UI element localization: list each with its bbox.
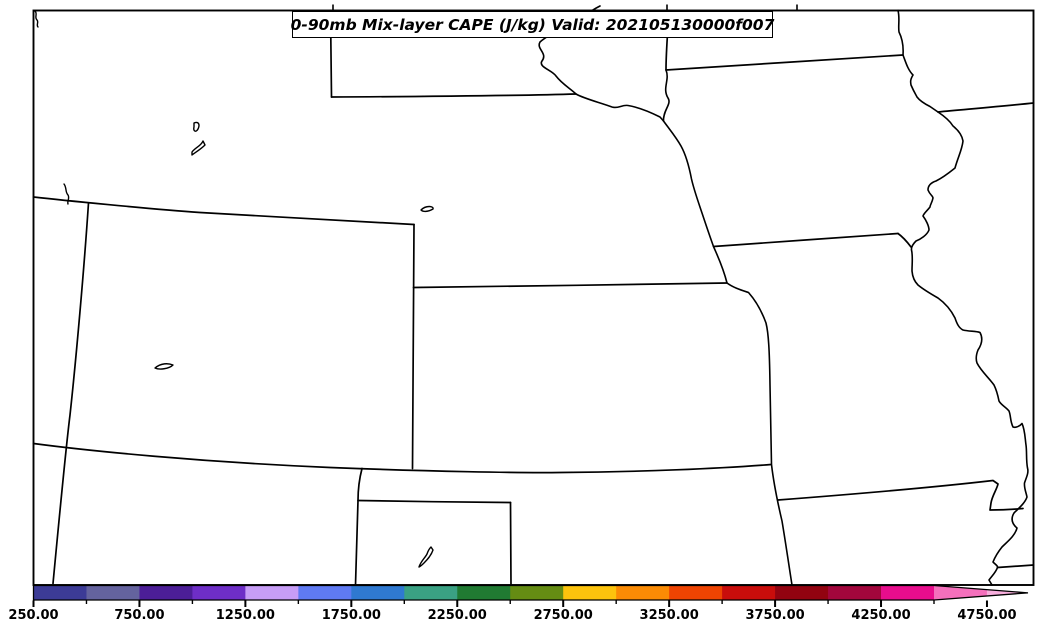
colorbar-segment [192,585,246,600]
state-border-wy-east [411,223,415,470]
lake-squiggle [418,546,434,568]
small-lakes [34,10,434,568]
colorbar-tick-label: 1750.00 [322,608,381,623]
colorbar-outline [32,584,1029,601]
panhandle-border-east [509,501,512,586]
state-boundaries [32,9,1035,586]
lake-squiggle [420,205,434,213]
colorbar-ticks: 250.00 750.00 1250.00 1750.00 2250.00 2750.00… [8,600,1017,623]
lake-squiggle [63,183,70,205]
colorbar-tick-label: 750.00 [114,608,164,623]
state-border-ks-ne [32,442,772,474]
colorbar-segment [139,585,193,600]
colorbar-tick-label: 3750.00 [745,608,804,623]
state-border-mn-ia [665,54,904,71]
colorbar-segment [775,585,829,600]
colorbar-tick-label: 4750.00 [957,608,1016,623]
state-border-nd-sd [330,93,577,98]
colorbar-tick-label: 3250.00 [640,608,699,623]
colorbar-segment [298,585,352,600]
state-border-45n [32,196,415,226]
state-border-ia-mo [712,232,899,248]
panhandle-border-north [357,499,512,504]
colorbar-tick-label: 4250.00 [851,608,910,623]
colorbar-segment [828,585,882,600]
state-border-west-meridian [52,202,90,585]
colorbar-segment [881,585,935,600]
colorbar-segment [33,585,87,600]
colorbar-segment [722,585,776,600]
rivers [538,5,1029,586]
colorbar-segment [86,585,140,600]
lake-squiggle [154,363,174,370]
lake-squiggle [34,10,39,28]
colorbar-segment [404,585,458,600]
state-border-mo-ar-bootheel [777,479,1024,511]
state-border-bottom-right [996,564,1035,569]
colorbar-segment [351,585,405,600]
missouri-river [538,5,793,586]
state-border-ia-mo-wedge [897,232,912,248]
panhandle-border-west [354,467,363,586]
colorbar-segment [457,585,511,600]
colorbar-tick-label: 250.00 [8,608,58,623]
state-border-wi-il [937,102,1035,113]
colorbar-tick-label: 2250.00 [428,608,487,623]
colorbar [32,584,1029,601]
plot-title: 0-90mb Mix-layer CAPE (J/kg) Valid: 2021… [290,15,775,34]
state-border-sd-ne [412,282,728,289]
lake-squiggle [193,121,200,132]
colorbar-segment [563,585,617,600]
colorbar-extend-arrow [986,589,1028,596]
colorbar-segment [669,585,723,600]
map-frame-border [32,9,1035,586]
mississippi-river [897,9,1029,586]
colorbar-segment [616,585,670,600]
colorbar-segment [510,585,564,600]
colorbar-tick-label: 1250.00 [216,608,275,623]
big-sioux-river [662,69,670,122]
lake-squiggle [191,140,206,156]
plot-title-box: 0-90mb Mix-layer CAPE (J/kg) Valid: 2021… [290,11,775,38]
colorbar-segment [245,585,299,600]
colorbar-tick-label: 2750.00 [534,608,593,623]
